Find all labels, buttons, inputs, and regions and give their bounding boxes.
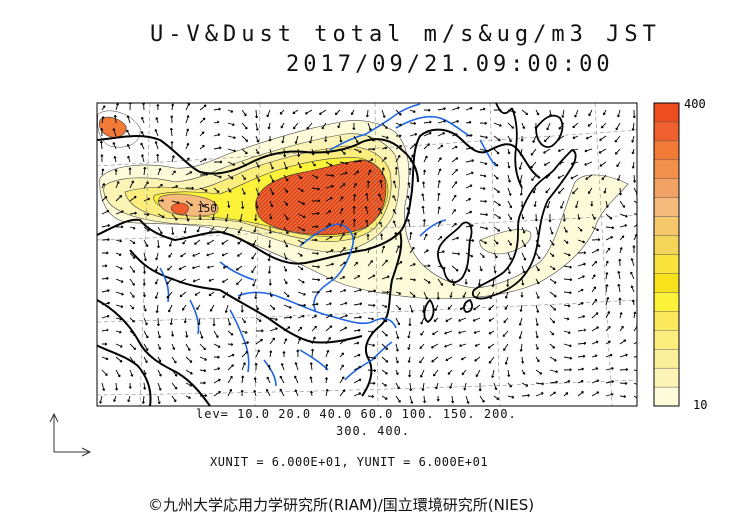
colorbar-swatch <box>653 140 680 161</box>
dust-spot-nw <box>98 116 127 138</box>
contour-levels-line2: 300. 400. <box>336 424 411 438</box>
map-frame <box>96 102 638 407</box>
copyright-credit: ©九州大学応用力学研究所(RIAM)/国立環境研究所(NIES) <box>148 496 535 514</box>
contour-label: 150 <box>197 202 217 215</box>
colorbar-swatch <box>653 235 680 255</box>
colorbar-swatch <box>653 178 680 198</box>
colorbar-swatch <box>653 348 680 369</box>
contour-levels-line1: lev= 10.0 20.0 40.0 60.0 100. 150. 200. <box>196 407 517 421</box>
colorbar-swatch <box>653 367 680 388</box>
colorbar-swatch <box>653 330 680 350</box>
colorbar-min-label: 10 <box>693 398 708 412</box>
colorbar-frame <box>653 102 680 407</box>
colorbar-swatch <box>653 273 680 293</box>
colorbar-swatch <box>653 197 680 217</box>
wind-vector-arrows <box>99 103 637 405</box>
colorbar-swatch <box>653 159 680 179</box>
dust-core-hatch <box>255 160 386 235</box>
unit-arrows-icon <box>49 412 92 457</box>
map-title: U-V&Dust total m/s&ug/m3 JST <box>150 22 661 47</box>
colorbar-swatch <box>653 216 680 236</box>
dust-concentration-layers <box>97 110 629 299</box>
rivers <box>159 103 497 387</box>
colorbar <box>653 102 680 407</box>
dust-spot-nw-outer <box>97 110 141 148</box>
map-datetime: 2017/09/21.09:00:00 <box>286 52 614 77</box>
colorbar-max-label: 400 <box>684 97 706 111</box>
dust-spot-west <box>170 202 189 215</box>
wind-vectors <box>99 103 637 405</box>
vector-units: XUNIT = 6.000E+01, YUNIT = 6.000E+01 <box>210 455 489 469</box>
colorbar-swatch <box>653 292 680 312</box>
colorbar-swatch <box>653 311 680 331</box>
colorbar-swatch <box>653 254 680 274</box>
colorbar-swatch <box>653 102 680 123</box>
colorbar-swatch <box>653 121 680 142</box>
colorbar-swatch <box>653 386 680 407</box>
